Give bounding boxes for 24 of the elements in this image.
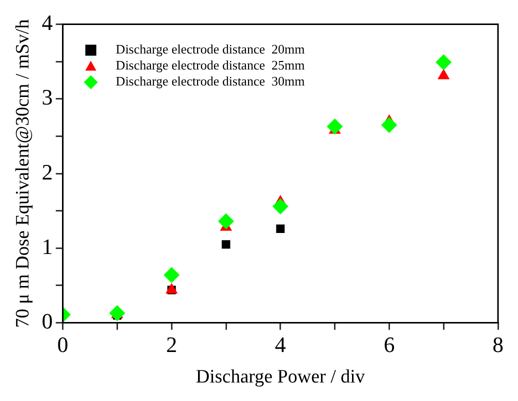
x-axis-title: Discharge Power / div (196, 366, 366, 388)
legend-label: Discharge electrode distance 30mm (116, 74, 305, 89)
point (436, 54, 452, 70)
point (218, 213, 234, 230)
point (272, 198, 288, 214)
x-tick-label: 8 (492, 332, 504, 357)
point (276, 224, 285, 233)
x-tick-label: 6 (384, 332, 395, 357)
point (222, 240, 230, 249)
x-tick-label: 4 (274, 332, 286, 357)
x-tick-label: 0 (57, 332, 68, 357)
point (438, 68, 450, 80)
point (164, 267, 180, 284)
point (326, 118, 343, 134)
y-tick-label: 0 (42, 308, 53, 334)
legend-label: Discharge electrode distance 20mm (116, 42, 305, 57)
x-tick-label: 2 (166, 332, 178, 357)
y-tick-label: 4 (42, 10, 53, 35)
y-tick-label: 1 (42, 234, 53, 259)
y-tick-label: 3 (42, 84, 53, 110)
point (381, 116, 398, 133)
legend-label: Discharge electrode distance 25mm (116, 58, 305, 73)
y-tick-label: 2 (42, 159, 53, 184)
y-axis-title: 70 μ m Dose Equivalent@30cm / mSv/h (12, 18, 34, 328)
